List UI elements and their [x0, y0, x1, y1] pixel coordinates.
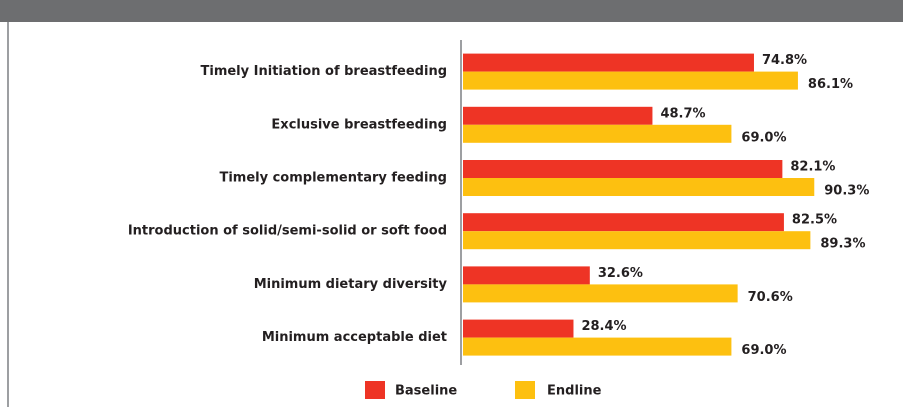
bar — [463, 284, 738, 303]
category-label: Exclusive breastfeeding — [271, 117, 447, 132]
value-label: 86.1% — [808, 77, 853, 92]
legend-swatch — [515, 381, 535, 399]
bar — [463, 160, 783, 178]
value-label: 82.5% — [792, 213, 837, 228]
value-label: 74.8% — [762, 53, 807, 68]
value-label: 69.0% — [741, 130, 786, 145]
bar — [463, 53, 754, 72]
category-label: Minimum acceptable diet — [262, 330, 447, 345]
bar — [463, 266, 590, 285]
value-label: 32.6% — [598, 266, 643, 281]
category-label: Timely Initiation of breastfeeding — [201, 64, 448, 79]
bar — [463, 213, 784, 232]
legend-swatch — [365, 381, 385, 399]
value-label: 69.0% — [741, 343, 786, 358]
bar — [463, 71, 798, 90]
bar — [463, 337, 732, 356]
legend-label: Baseline — [395, 384, 457, 399]
value-label: 70.6% — [748, 290, 793, 305]
value-label: 90.3% — [824, 184, 869, 199]
bar — [463, 106, 653, 125]
bar — [463, 319, 574, 338]
bar — [463, 178, 815, 196]
category-label: Minimum dietary diversity — [254, 277, 448, 292]
bar — [463, 124, 732, 143]
value-label: 82.1% — [790, 160, 835, 175]
value-label: 48.7% — [660, 106, 705, 121]
category-label: Introduction of solid/semi-solid or soft… — [128, 224, 447, 239]
value-label: 89.3% — [820, 237, 865, 252]
category-label: Timely complementary feeding — [219, 171, 447, 186]
value-label: 28.4% — [581, 319, 626, 334]
header-bar — [0, 0, 903, 22]
bar — [463, 231, 811, 250]
legend-label: Endline — [547, 384, 602, 399]
